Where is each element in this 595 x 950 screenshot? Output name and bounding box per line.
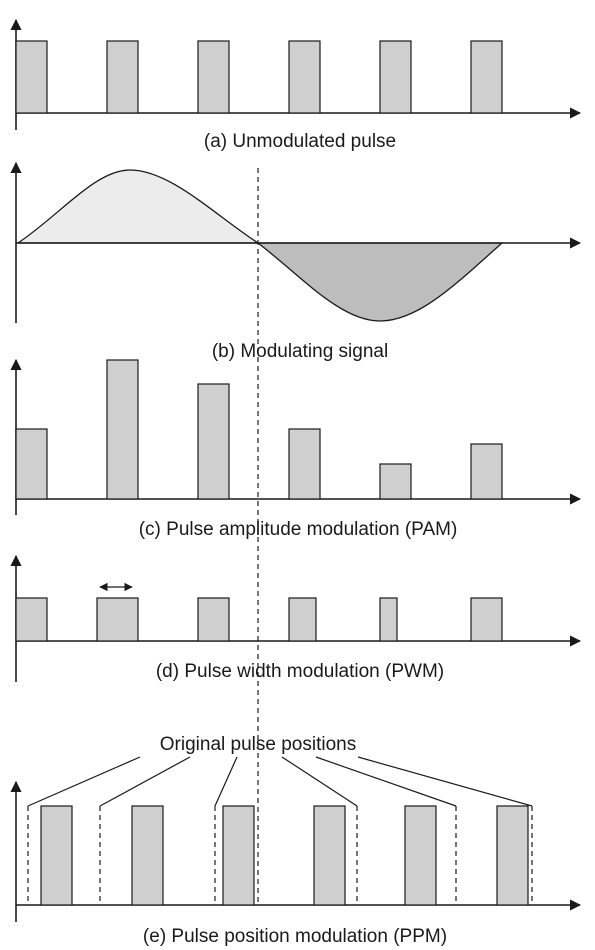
- panel-e-ppm: Original pulse positions (e) Pulse posit…: [10, 734, 582, 947]
- panel-a-caption: (a) Unmodulated pulse: [204, 131, 396, 152]
- panel-c-pulse: [288, 428, 321, 500]
- panel-b-caption: (b) Modulating signal: [212, 341, 388, 362]
- panel-a-pulse: [470, 40, 503, 114]
- leader-line: [315, 756, 457, 807]
- panel-c-caption: (c) Pulse amplitude modulation (PAM): [139, 519, 458, 540]
- panel-b-positive-lobe: [15, 169, 261, 244]
- panel-a-unmodulated-pulse: (a) Unmodulated pulse: [10, 18, 582, 152]
- panel-d-pulse: [96, 597, 139, 642]
- panel-c-pulse: [106, 359, 139, 500]
- panel-b-modulating-signal: (b) Modulating signal: [10, 161, 582, 362]
- leader-line: [27, 756, 141, 807]
- panel-d-pulse: [470, 597, 503, 642]
- panel-d-pulse: [379, 597, 398, 642]
- panel-c-pulse: [15, 428, 48, 500]
- panel-c-pam: (c) Pulse amplitude modulation (PAM): [10, 358, 582, 540]
- panel-a-pulse: [15, 40, 48, 114]
- panel-a-pulses: [15, 40, 503, 114]
- panel-b-negative-lobe: [256, 242, 504, 322]
- panel-e-pulse: [40, 805, 73, 906]
- panel-c-pulses: [15, 359, 503, 500]
- panel-c-pulse: [197, 383, 230, 500]
- panel-e-leader-lines: [27, 756, 533, 807]
- panel-c-pulse: [470, 443, 503, 500]
- panel-e-caption: (e) Pulse position modulation (PPM): [143, 926, 447, 947]
- panel-d-pwm: (d) Pulse width modulation (PWM): [10, 554, 582, 682]
- panel-e-pulse: [131, 805, 164, 906]
- panel-e-pulse: [496, 805, 529, 906]
- panel-d-pulses: [15, 597, 503, 642]
- panel-a-pulse: [197, 40, 230, 114]
- leader-line: [99, 756, 191, 807]
- panel-d-pulse: [197, 597, 230, 642]
- leader-line: [214, 756, 238, 807]
- panel-d-caption: (d) Pulse width modulation (PWM): [156, 661, 444, 682]
- panel-e-pulse: [313, 805, 346, 906]
- panel-d-pulse: [288, 597, 317, 642]
- panel-d-pulse: [15, 597, 48, 642]
- panel-c-pulse: [379, 463, 412, 500]
- panel-e-pulse: [404, 805, 437, 906]
- panel-e-original-position-guides: [27, 806, 533, 905]
- panel-a-pulse: [379, 40, 412, 114]
- leader-line: [281, 756, 358, 807]
- panel-e-pulse: [222, 805, 255, 906]
- leader-line: [357, 756, 533, 807]
- panel-a-pulse: [288, 40, 321, 114]
- panel-a-pulse: [106, 40, 139, 114]
- panel-e-pulses: [40, 805, 529, 906]
